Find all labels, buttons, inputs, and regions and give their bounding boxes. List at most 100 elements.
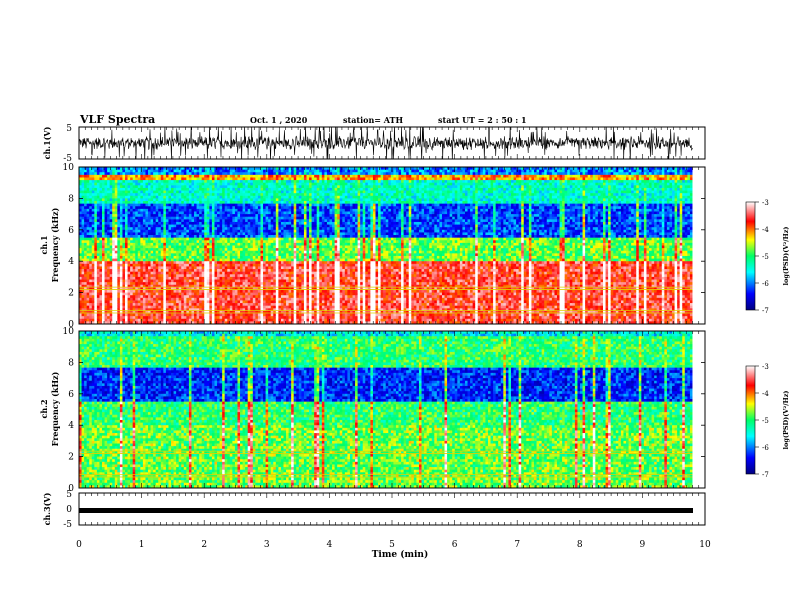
- spectrogram-cell: [211, 182, 215, 186]
- spectrogram-cell: [132, 174, 136, 178]
- spectrogram-cell: [194, 279, 197, 283]
- spectrogram-cell: [242, 227, 246, 231]
- spectrogram-cell: [186, 303, 190, 307]
- spectrogram-cell: [201, 300, 205, 304]
- spectrogram-cell: [217, 253, 220, 257]
- spectrogram-cell: [186, 169, 190, 173]
- spectrogram-cell: [79, 219, 82, 223]
- spectrogram-cell: [127, 269, 131, 273]
- spectrogram-cell: [176, 269, 180, 273]
- spectrogram-cell: [160, 308, 164, 312]
- spectrogram-cell: [247, 174, 251, 178]
- spectrogram-cell: [204, 292, 208, 296]
- spectrogram-cell: [148, 271, 151, 275]
- spectrogram-cell: [79, 169, 82, 173]
- spectrogram-cell: [127, 303, 131, 307]
- spectrogram-cell: [211, 266, 215, 270]
- spectrogram-cell: [114, 274, 118, 278]
- spectrogram-cell: [199, 208, 203, 212]
- spectrogram-cell: [222, 318, 226, 322]
- spectrogram-cell: [168, 232, 172, 236]
- spectrogram-cell: [122, 221, 126, 225]
- spectrogram-cell: [222, 300, 226, 304]
- spectrogram-cell: [268, 261, 272, 265]
- spectrogram-cell: [240, 245, 243, 249]
- spectrogram-cell: [275, 305, 279, 309]
- spectrogram-cell: [211, 305, 215, 309]
- spectrogram-cell: [280, 227, 284, 231]
- spectrogram-cell: [219, 208, 223, 212]
- spectrogram-cell: [119, 308, 123, 312]
- spectrogram-cell: [247, 167, 251, 171]
- spectrogram-cell: [171, 300, 174, 304]
- spectrogram-cell: [206, 271, 210, 275]
- spectrogram-cell: [219, 214, 223, 218]
- spectrogram-cell: [196, 316, 200, 320]
- spectrogram-cell: [227, 208, 231, 212]
- spectrogram-cell: [79, 305, 82, 309]
- spectrogram-cell: [268, 242, 272, 246]
- spectrogram-cell: [137, 271, 141, 275]
- spectrogram-cell: [109, 295, 113, 299]
- spectrogram-cell: [112, 250, 116, 254]
- spectrogram-cell: [183, 232, 187, 236]
- spectrogram-cell: [81, 310, 85, 314]
- spectrogram-cell: [224, 201, 228, 205]
- spectrogram-cell: [168, 287, 172, 291]
- spectrogram-cell: [229, 274, 233, 278]
- spectrogram-cell: [99, 242, 103, 246]
- spectrogram-cell: [109, 263, 113, 267]
- spectrogram-cell: [204, 308, 208, 312]
- spectrogram-cell: [122, 269, 126, 273]
- spectrogram-cell: [107, 232, 111, 236]
- spectrogram-cell: [89, 208, 93, 212]
- spectrogram-cell: [237, 195, 241, 199]
- spectrogram-cell: [234, 206, 238, 210]
- spectrogram-cell: [199, 271, 203, 275]
- spectrogram-cell: [102, 310, 105, 314]
- spectrogram-cell: [229, 245, 233, 249]
- spectrogram-cell: [183, 258, 187, 262]
- spectrogram-cell: [232, 297, 236, 301]
- spectrogram-cell: [252, 232, 256, 236]
- spectrogram-cell: [145, 237, 149, 241]
- spectrogram-cell: [140, 313, 144, 317]
- spectrogram-cell: [114, 310, 118, 314]
- spectrogram-cell: [211, 282, 215, 286]
- spectrogram-cell: [119, 242, 123, 246]
- spectrogram-cell: [142, 303, 146, 307]
- spectrogram-cell: [268, 274, 272, 278]
- spectrogram-cell: [163, 250, 167, 254]
- spectrogram-cell: [181, 292, 185, 296]
- spectrogram-cell: [255, 177, 259, 181]
- spectrogram-cell: [102, 203, 105, 207]
- spectrogram-cell: [171, 269, 174, 273]
- spectrogram-cell: [260, 308, 264, 312]
- spectrogram-cell: [163, 300, 167, 304]
- spectrogram-cell: [109, 193, 113, 197]
- spectrogram-cell: [84, 297, 88, 301]
- spectrogram-cell: [89, 187, 93, 191]
- spectrogram-cell: [153, 214, 157, 218]
- spectrogram-cell: [79, 177, 82, 181]
- spectrogram-cell: [181, 316, 185, 320]
- spectrogram-cell: [176, 292, 180, 296]
- spectrogram-cell: [178, 237, 182, 241]
- spectrogram-cell: [165, 292, 169, 296]
- spectrogram-cell: [217, 208, 220, 212]
- spectrogram-cell: [227, 203, 231, 207]
- spectrogram-cell: [84, 216, 88, 220]
- spectrogram-cell: [273, 237, 277, 241]
- spectrogram-cell: [232, 169, 236, 173]
- spectrogram-cell: [219, 289, 223, 293]
- spectrogram-cell: [130, 240, 134, 244]
- spectrogram-cell: [86, 255, 90, 259]
- spectrogram-cell: [81, 300, 85, 304]
- spectrogram-cell: [94, 271, 98, 275]
- spectrogram-cell: [252, 292, 256, 296]
- spectrogram-cell: [99, 214, 103, 218]
- spectrogram-cell: [196, 261, 200, 265]
- spectrogram-cell: [222, 266, 226, 270]
- spectrogram-cell: [232, 287, 236, 291]
- spectrogram-cell: [130, 185, 134, 189]
